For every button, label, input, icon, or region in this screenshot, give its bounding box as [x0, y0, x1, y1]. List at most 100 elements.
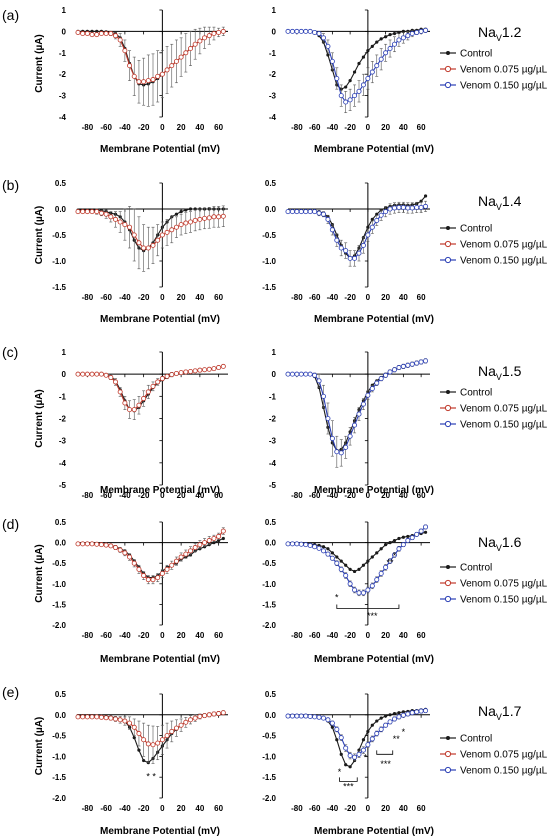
data-point: [178, 54, 184, 60]
channel-suffix: 1.6: [502, 534, 522, 550]
x-tick-label: 60: [214, 491, 223, 500]
data-point: [338, 566, 344, 572]
x-tick-label: -20: [138, 293, 150, 302]
data-point: [329, 58, 335, 64]
x-tick-label: -20: [344, 804, 356, 813]
data-point: [356, 88, 362, 94]
data-point: [423, 708, 429, 714]
data-point: [366, 225, 370, 229]
series-line: [288, 531, 426, 573]
significance-mark: **: [387, 557, 395, 567]
y-tick-label: -0.5: [52, 231, 66, 240]
series-control: [286, 194, 428, 260]
x-tick-label: 40: [399, 123, 408, 132]
x-tick-label: -20: [344, 631, 356, 640]
data-point: [159, 737, 165, 743]
data-point: [298, 28, 304, 34]
data-point: [316, 210, 322, 216]
data-point: [187, 46, 193, 52]
x-tick-label: -40: [327, 491, 339, 500]
y-tick-label: 1: [272, 6, 277, 15]
data-point: [329, 227, 335, 233]
data-point: [347, 753, 353, 759]
chart-d-right: 0.5 0.0 -0.5 -1.0 -1.5 -2.0 -80 -60 -40 -20 0 20 40 6…: [262, 518, 434, 665]
data-point: [98, 371, 104, 377]
chart-e-left: 0.5 0.0 -0.5 -1.0 -1.5 -2.0 -80 -60 -40 -20 0 20 40 6…: [34, 690, 228, 836]
data-point: [370, 723, 374, 727]
data-point: [174, 212, 179, 216]
data-point: [94, 371, 100, 377]
x-tick-label: 60: [417, 631, 426, 640]
x-tick-label: 60: [417, 804, 426, 813]
channel-sub: V: [496, 712, 502, 722]
x-tick-label: 20: [177, 491, 186, 500]
data-point: [303, 542, 309, 548]
data-point: [388, 713, 392, 717]
data-point: [179, 210, 183, 214]
data-point: [303, 371, 309, 377]
data-point: [423, 358, 429, 364]
data-point: [391, 552, 397, 558]
data-point: [316, 378, 322, 384]
data-point: [312, 372, 318, 378]
data-point: [396, 37, 402, 43]
data-point: [356, 411, 362, 417]
data-point: [400, 363, 406, 369]
x-tick-label: 0: [160, 804, 165, 813]
series-venom150: [285, 524, 429, 597]
data-point: [155, 740, 161, 746]
data-point: [294, 541, 300, 547]
y-tick-label: -2.0: [262, 621, 276, 630]
x-tick-label: 0: [160, 491, 165, 500]
significance-mark: *: [363, 753, 367, 763]
significance-bracket: [336, 604, 400, 609]
data-point: [387, 46, 393, 52]
chart-b-right: 0.5 0.0 -0.5 -1.0 -1.5 -80 -60 -40 -20 0 20 40 60 Mem…: [262, 179, 434, 325]
series-line: [78, 208, 224, 252]
data-point: [294, 713, 300, 719]
data-point: [169, 372, 175, 378]
data-point: [155, 575, 161, 581]
series-venom150: [285, 358, 429, 468]
channel-title-d: NaV1.6: [478, 534, 522, 553]
data-point: [365, 587, 371, 593]
x-tick-label: 40: [399, 491, 408, 500]
data-point: [75, 541, 81, 547]
data-point: [375, 40, 379, 44]
series-venom150: [285, 708, 429, 761]
data-point: [388, 33, 392, 37]
row-label-e: (e): [2, 684, 19, 700]
data-point: [108, 543, 114, 549]
data-point: [344, 763, 348, 767]
x-tick-label: 20: [177, 804, 186, 813]
channel-title-a: NaV1.2: [478, 24, 522, 43]
data-point: [75, 371, 81, 377]
channel-main: Na: [478, 534, 496, 550]
data-point: [197, 367, 203, 373]
y-tick-label: 0.0: [265, 711, 277, 720]
data-point: [75, 29, 81, 35]
series-line: [288, 195, 427, 260]
y-tick-label: 0.0: [55, 205, 67, 214]
data-point: [103, 31, 109, 37]
x-axis-title: Membrane Potential (mV): [100, 654, 220, 665]
data-point: [197, 216, 203, 222]
data-point: [370, 44, 374, 48]
data-point: [423, 524, 429, 530]
data-point: [374, 217, 380, 223]
data-point: [289, 371, 295, 377]
data-point: [145, 741, 151, 747]
data-point: [155, 379, 161, 385]
chart-c-left: 1 0 -1 -2 -3 -4 -5 -80 -60 -40 -20 0 20 40 60Membrane …: [34, 348, 228, 500]
data-point: [401, 535, 405, 539]
data-point: [294, 209, 300, 215]
data-point: [220, 28, 226, 34]
y-tick-label: -3: [59, 437, 67, 446]
data-point: [348, 567, 352, 571]
x-tick-label: -60: [309, 293, 321, 302]
data-point: [221, 536, 225, 541]
data-point: [289, 541, 295, 547]
x-tick-label: 0: [366, 631, 371, 640]
channel-suffix: 1.5: [502, 363, 522, 379]
x-tick-label: -40: [119, 491, 131, 500]
